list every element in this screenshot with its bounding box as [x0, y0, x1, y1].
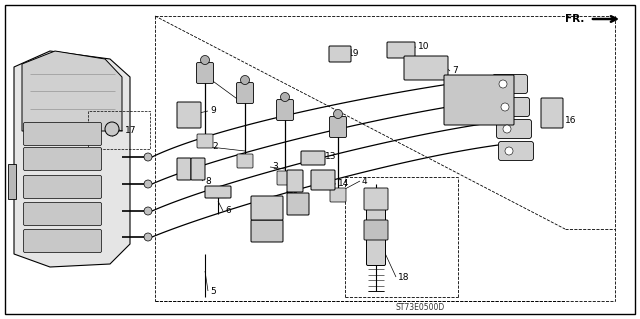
- FancyBboxPatch shape: [251, 196, 283, 220]
- Text: 7: 7: [452, 66, 458, 76]
- FancyBboxPatch shape: [311, 170, 335, 190]
- Circle shape: [505, 147, 513, 155]
- FancyBboxPatch shape: [364, 220, 388, 240]
- Circle shape: [105, 122, 119, 136]
- FancyBboxPatch shape: [24, 122, 102, 145]
- Circle shape: [144, 153, 152, 161]
- FancyBboxPatch shape: [444, 75, 514, 125]
- Text: 3: 3: [272, 162, 278, 172]
- Text: 18: 18: [398, 272, 410, 281]
- FancyBboxPatch shape: [541, 98, 563, 128]
- Text: FR.: FR.: [565, 14, 584, 24]
- Text: 1: 1: [242, 97, 248, 106]
- Text: 17: 17: [125, 127, 136, 136]
- Circle shape: [144, 180, 152, 188]
- FancyBboxPatch shape: [330, 116, 346, 137]
- Text: 4: 4: [362, 176, 367, 186]
- FancyBboxPatch shape: [367, 207, 385, 265]
- FancyBboxPatch shape: [287, 193, 309, 215]
- Polygon shape: [14, 51, 130, 267]
- FancyBboxPatch shape: [499, 142, 534, 160]
- FancyBboxPatch shape: [277, 171, 293, 185]
- Text: 16: 16: [565, 116, 577, 125]
- Polygon shape: [8, 164, 16, 199]
- Text: 10: 10: [418, 42, 429, 51]
- FancyBboxPatch shape: [287, 170, 303, 192]
- Circle shape: [144, 233, 152, 241]
- Text: 14: 14: [338, 180, 349, 189]
- Text: 6: 6: [225, 206, 231, 216]
- Circle shape: [501, 103, 509, 111]
- FancyBboxPatch shape: [24, 175, 102, 198]
- FancyBboxPatch shape: [237, 154, 253, 168]
- FancyBboxPatch shape: [495, 98, 529, 116]
- FancyBboxPatch shape: [191, 158, 205, 180]
- FancyBboxPatch shape: [177, 102, 201, 128]
- FancyBboxPatch shape: [205, 186, 231, 198]
- FancyBboxPatch shape: [24, 229, 102, 253]
- Bar: [88, 111, 150, 149]
- FancyBboxPatch shape: [497, 120, 531, 138]
- Text: 15: 15: [288, 187, 300, 196]
- FancyBboxPatch shape: [24, 203, 102, 226]
- FancyBboxPatch shape: [24, 147, 102, 170]
- Circle shape: [144, 207, 152, 215]
- Polygon shape: [22, 51, 122, 131]
- FancyBboxPatch shape: [301, 151, 325, 165]
- FancyBboxPatch shape: [329, 46, 351, 62]
- Circle shape: [333, 109, 342, 118]
- Circle shape: [499, 80, 507, 88]
- Text: 5: 5: [210, 286, 216, 295]
- Circle shape: [280, 93, 289, 101]
- FancyBboxPatch shape: [197, 134, 213, 148]
- FancyBboxPatch shape: [404, 56, 448, 80]
- Text: 9: 9: [210, 107, 216, 115]
- Text: 2: 2: [212, 143, 218, 152]
- Text: 19: 19: [348, 49, 360, 58]
- Text: 12: 12: [498, 93, 509, 101]
- Text: 13: 13: [325, 152, 337, 161]
- Text: 8: 8: [205, 176, 211, 186]
- Circle shape: [503, 125, 511, 133]
- Text: 11: 11: [265, 210, 276, 219]
- FancyBboxPatch shape: [177, 158, 191, 180]
- FancyBboxPatch shape: [330, 188, 346, 202]
- FancyBboxPatch shape: [251, 220, 283, 242]
- FancyBboxPatch shape: [493, 75, 527, 93]
- Circle shape: [200, 56, 209, 64]
- FancyBboxPatch shape: [237, 83, 253, 103]
- FancyBboxPatch shape: [364, 188, 388, 210]
- FancyBboxPatch shape: [387, 42, 415, 58]
- FancyBboxPatch shape: [196, 63, 214, 84]
- FancyBboxPatch shape: [276, 100, 294, 121]
- Circle shape: [241, 76, 250, 85]
- Text: ST73E0500D: ST73E0500D: [395, 302, 444, 311]
